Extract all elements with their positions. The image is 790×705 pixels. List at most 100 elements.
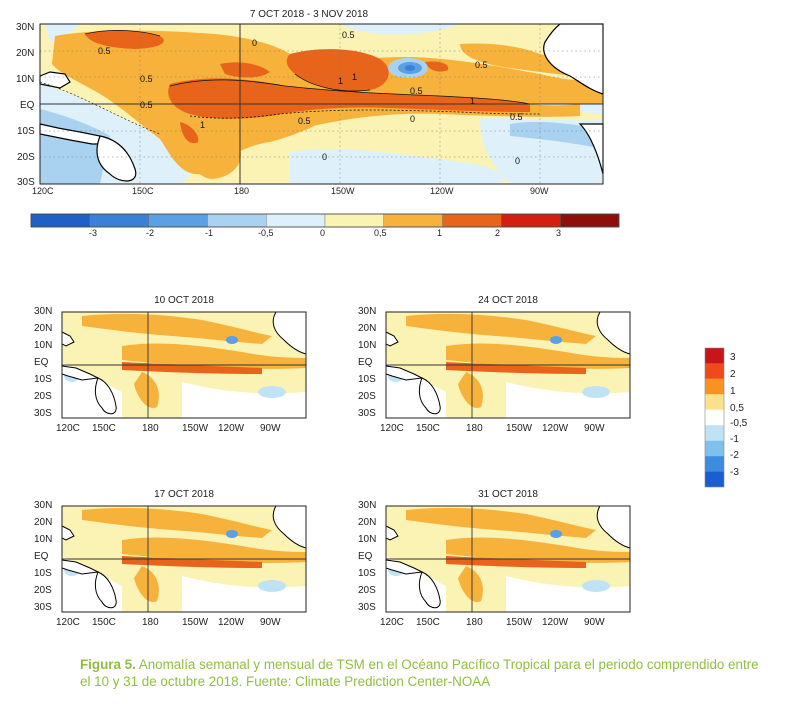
small-lat-label: 20S	[34, 585, 52, 596]
legend-swatch	[705, 409, 724, 426]
small-lon-label: 120W	[542, 617, 569, 628]
contour-label: 0	[410, 114, 415, 124]
colorbar-tick: -1	[205, 228, 214, 238]
small-anomaly-map	[61, 505, 307, 613]
small-lon-label: 180	[142, 617, 159, 628]
contour-label: 0.5	[342, 30, 355, 40]
contour-label: 1	[470, 96, 475, 106]
contour-label: 1	[338, 76, 343, 86]
side-legend-label: 3	[730, 352, 736, 363]
small-lat-label: 20S	[358, 585, 376, 596]
small-lat-label: 10N	[358, 534, 377, 545]
small-lat-label: 10S	[358, 568, 376, 579]
main-lat-label: 30S	[17, 177, 35, 188]
small-lat-label: 10N	[34, 534, 53, 545]
legend-swatch	[705, 394, 724, 410]
small-map-title: 24 OCT 2018	[478, 295, 538, 306]
small-lon-label: 150W	[506, 423, 533, 434]
small-lon-label: 180	[466, 617, 483, 628]
small-lat-label: 30S	[34, 408, 52, 419]
small-lat-label: 30S	[34, 602, 52, 613]
contour-label: 1	[200, 120, 205, 130]
colorbar-swatch	[265, 213, 326, 228]
colorbar-tick: 0,5	[374, 228, 387, 238]
main-map-title: 7 OCT 2018 - 3 NOV 2018	[249, 9, 369, 20]
small-lon-label: 150W	[182, 617, 209, 628]
main-lat-label: 20N	[16, 48, 35, 59]
main-lon-label: 150C	[132, 186, 154, 196]
colorbar-tick: 2	[495, 228, 501, 238]
main-colorbar	[30, 213, 620, 228]
small-lat-label: 10N	[34, 340, 53, 351]
small-lon-label: 150W	[182, 423, 209, 434]
small-lon-label: 150C	[416, 423, 440, 434]
small-lon-label: 180	[142, 423, 159, 434]
small-anomaly-map	[61, 311, 307, 419]
main-lon-label: 120W	[430, 186, 454, 196]
side-legend-label: 0,5	[730, 403, 744, 414]
main-lon-label: 150W	[331, 186, 355, 196]
small-lat-label: 10N	[358, 340, 377, 351]
small-lon-label: 90W	[260, 423, 281, 434]
caption-label: Figura 5.	[80, 657, 136, 672]
small-lat-label: 30S	[358, 408, 376, 419]
small-lat-label: 30N	[34, 306, 53, 317]
small-anomaly-map	[385, 505, 631, 613]
legend-swatch	[705, 471, 724, 487]
small-lat-label: 30N	[358, 500, 377, 511]
legend-swatch	[705, 363, 724, 379]
small-lon-label: 120W	[218, 423, 245, 434]
legend-swatch	[705, 456, 724, 472]
small-lat-label: 30N	[34, 500, 53, 511]
small-lat-label: 20N	[358, 323, 377, 334]
colorbar-swatch	[207, 213, 267, 228]
contour-label: 0.5	[510, 112, 523, 122]
small-lat-label: 20N	[358, 517, 377, 528]
side-legend-bar	[704, 347, 725, 488]
colorbar-swatch	[383, 213, 443, 228]
contour-label: 0	[515, 156, 520, 166]
side-legend-label: -1	[730, 434, 739, 445]
small-lon-label: 150C	[92, 617, 116, 628]
main-lon-label: 90W	[530, 186, 549, 196]
caption-text: Anomalía semanal y mensual de TSM en el …	[80, 657, 759, 689]
main-lat-label: 20S	[17, 152, 35, 163]
contour-label: 0.5	[475, 60, 488, 70]
small-lon-label: 180	[466, 423, 483, 434]
colorbar-tick: 1	[437, 228, 443, 238]
small-lat-label: 20S	[358, 391, 376, 402]
colorbar-tick: 3	[556, 228, 562, 238]
colorbar-tick: 0	[320, 228, 326, 238]
small-lat-label: 10S	[34, 568, 52, 579]
side-legend-label: -0,5	[730, 418, 748, 429]
small-map-title: 17 OCT 2018	[154, 489, 214, 500]
legend-swatch	[705, 440, 724, 457]
small-anomaly-map	[385, 311, 631, 419]
main-lon-label: 180	[234, 186, 250, 196]
legend-swatch	[705, 378, 724, 395]
small-lon-label: 120C	[380, 617, 404, 628]
contour-label: 0.5	[140, 74, 153, 84]
colorbar-swatch	[501, 213, 561, 228]
colorbar-tick: -3	[89, 228, 98, 238]
small-lon-label: 120C	[56, 423, 80, 434]
main-lat-label: 10S	[17, 126, 35, 137]
small-lat-label: 20S	[34, 391, 52, 402]
contour-label: 0.5	[140, 100, 153, 110]
legend-swatch	[705, 348, 724, 364]
main-lat-label: 30N	[16, 22, 35, 33]
main-lat-label: EQ	[20, 100, 35, 111]
small-lon-label: 90W	[584, 617, 605, 628]
small-lon-label: 150C	[92, 423, 116, 434]
small-lat-label: EQ	[358, 357, 373, 368]
contour-label: 0	[252, 38, 257, 48]
small-lon-label: 120C	[380, 423, 404, 434]
contour-label: 0	[322, 152, 327, 162]
small-lat-label: EQ	[358, 551, 373, 562]
small-lat-label: 30N	[358, 306, 377, 317]
small-lon-label: 150C	[416, 617, 440, 628]
small-lon-label: 90W	[584, 423, 605, 434]
colorbar-swatch	[89, 213, 149, 228]
colorbar-swatch	[30, 213, 90, 228]
small-lon-label: 120C	[56, 617, 80, 628]
